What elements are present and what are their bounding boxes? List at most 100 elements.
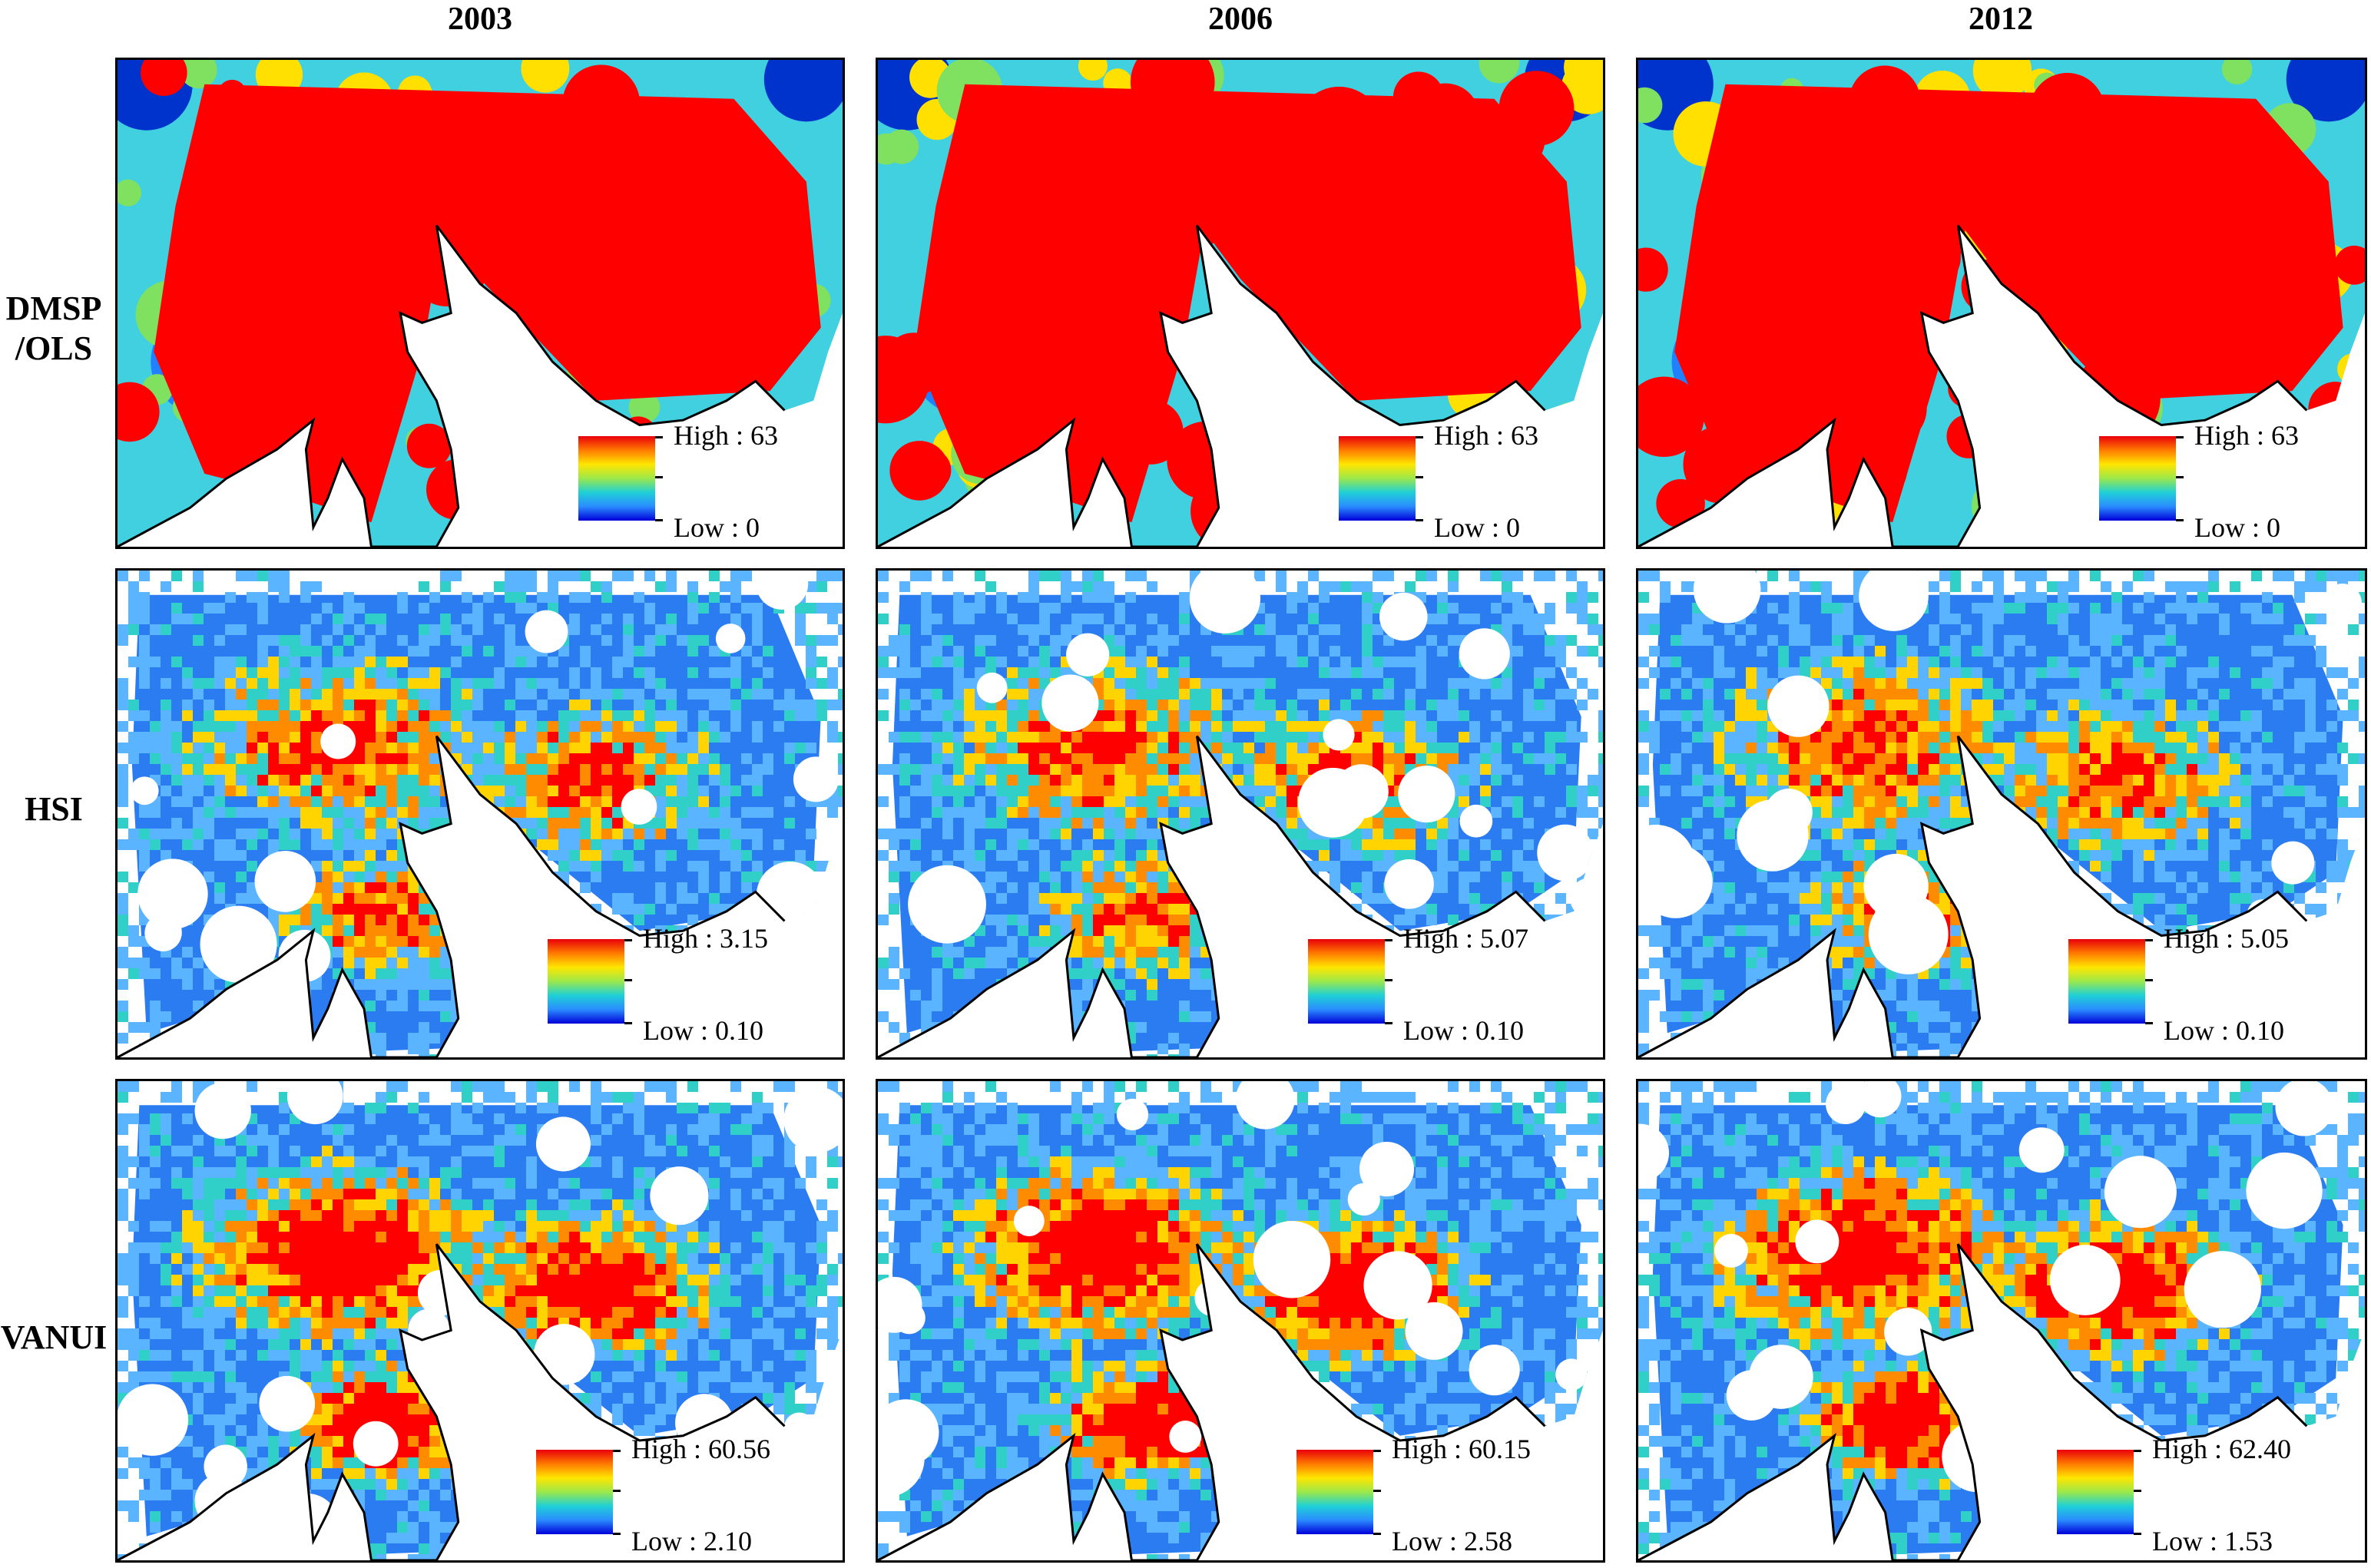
map-cell [376, 990, 386, 1001]
map-cell [247, 678, 257, 689]
map-cell [1028, 764, 1039, 775]
map-cell [1233, 710, 1243, 721]
map-cell [451, 872, 462, 882]
map-cell [1276, 732, 1286, 743]
map-cell [1050, 764, 1061, 775]
map-cell [634, 775, 644, 786]
map-cell [985, 839, 996, 850]
map-cell [1179, 1044, 1190, 1054]
map-cell [1394, 657, 1405, 667]
map-cell [1168, 958, 1179, 968]
map-cell [1082, 581, 1093, 592]
map-cell [236, 807, 247, 818]
map-cell [1179, 904, 1190, 915]
map-blob [1265, 197, 1330, 262]
map-cell [494, 581, 505, 592]
map-cell [300, 1011, 311, 1022]
map-cell [2154, 678, 2165, 689]
map-cell [451, 807, 462, 818]
map-cell [225, 721, 236, 732]
legend-low-label: Low : 0.10 [1403, 1015, 1524, 1046]
map-cell [1136, 958, 1147, 968]
map-cell [1864, 721, 1875, 732]
map-cell [1437, 829, 1448, 839]
map-cell [1190, 936, 1200, 947]
map-cell [472, 721, 483, 732]
map-cell [784, 743, 795, 753]
map-cell [1993, 743, 2004, 753]
map-cell [1555, 646, 1566, 657]
map-cell [515, 1044, 526, 1054]
map-cell [899, 850, 910, 861]
map-cell [1512, 743, 1523, 753]
map-cell [942, 732, 953, 743]
map-cell [1351, 689, 1362, 700]
map-cell [1286, 657, 1297, 667]
map-cell [1114, 710, 1125, 721]
map-cell [365, 861, 376, 872]
map-cell [1211, 947, 1222, 958]
map-cell [1243, 743, 1254, 753]
map-cell [1757, 786, 1767, 796]
map-cell [1082, 743, 1093, 753]
map-cell [784, 818, 795, 829]
map-cell [1157, 710, 1168, 721]
map-cell [1993, 689, 2004, 700]
map-cell [333, 893, 343, 904]
map-cell [1071, 850, 1082, 861]
map-cell [878, 646, 889, 657]
map-cell [429, 700, 440, 710]
map-cell [687, 893, 698, 904]
map-cell [1018, 592, 1028, 603]
map-cell [2047, 721, 2058, 732]
map-cell [569, 850, 580, 861]
map-cell [171, 829, 182, 839]
map-cell [996, 807, 1007, 818]
map-cell [1179, 775, 1190, 786]
map-blob [1288, 277, 1347, 336]
map-cell [236, 775, 247, 786]
map-cell [580, 796, 591, 807]
map-cell [1114, 614, 1125, 624]
map-blob [889, 441, 949, 501]
map-cell [1168, 850, 1179, 861]
map-cell [1222, 990, 1233, 1001]
map-cell [1789, 743, 1800, 753]
map-cell [1104, 592, 1114, 603]
map-panel: High : 63 Low : 0 [876, 58, 1605, 549]
map-cell [1157, 1044, 1168, 1054]
map-cell [878, 614, 889, 624]
map-cell [247, 1044, 257, 1054]
map-cell [1437, 592, 1448, 603]
map-cell [1534, 571, 1545, 581]
map-blob [180, 60, 217, 89]
map-cell [964, 786, 975, 796]
map-cell [1179, 850, 1190, 861]
map-cell [1950, 807, 1961, 818]
map-cell [558, 775, 569, 786]
map-cell [1821, 603, 1832, 614]
map-cell [1018, 743, 1028, 753]
map-cell [236, 571, 247, 581]
map-cell [386, 872, 397, 882]
map-cell [214, 657, 225, 667]
map-cell [2154, 743, 2165, 753]
map-cell [720, 581, 730, 592]
map-cell [2133, 818, 2144, 829]
map-cell [1555, 893, 1566, 904]
map-cell [644, 646, 655, 657]
map-cell [279, 915, 290, 925]
map-cell [1082, 947, 1093, 958]
map-cell [1918, 700, 1929, 710]
map-cell [816, 603, 827, 614]
map-cell [2251, 603, 2262, 614]
map-cell [921, 764, 932, 775]
map-cell [1168, 786, 1179, 796]
map-cell [515, 958, 526, 968]
map-cell [1028, 1022, 1039, 1033]
map-cell [1638, 571, 1649, 581]
map-cell [1297, 904, 1308, 915]
map-cell [171, 753, 182, 764]
map-cell [2079, 786, 2090, 796]
map-cell [515, 775, 526, 786]
